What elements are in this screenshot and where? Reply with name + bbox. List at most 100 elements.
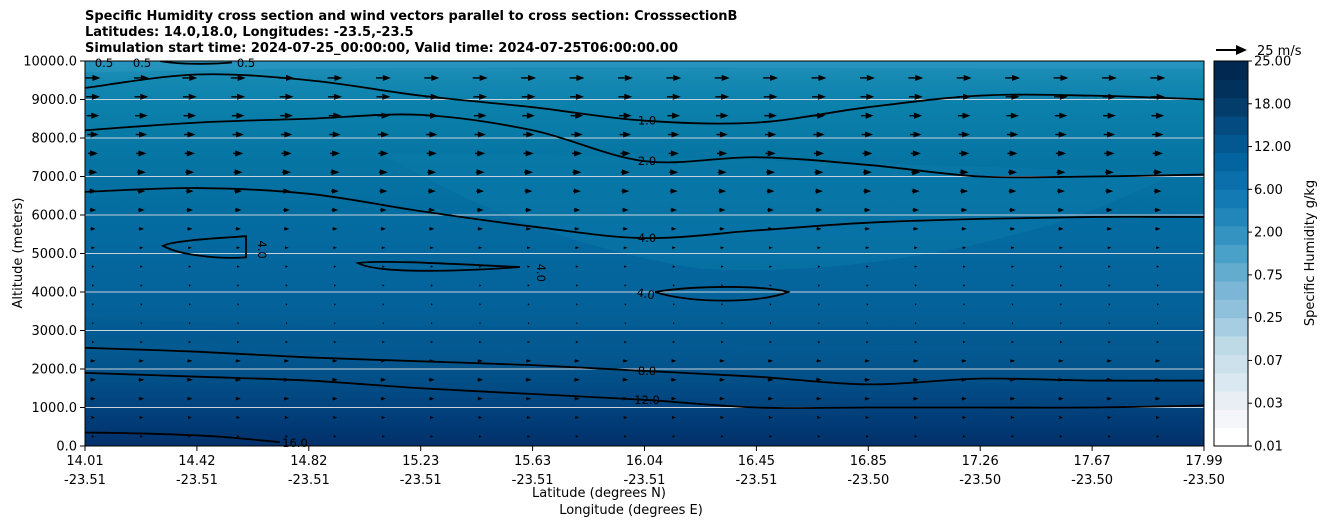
wind-vector xyxy=(332,227,338,231)
wind-vector xyxy=(285,265,289,268)
x-tick-label-longitude: -23.51 xyxy=(64,473,106,488)
wind-vector xyxy=(527,265,531,268)
wind-vector xyxy=(91,416,96,419)
wind-vector-head xyxy=(430,284,433,287)
wind-vector-head xyxy=(575,93,584,100)
wind-vector-head xyxy=(672,284,675,287)
wind-vector xyxy=(571,131,583,138)
reference-vector-label: 25 m/s xyxy=(1257,44,1302,59)
wind-vector-head xyxy=(672,265,676,268)
wind-vector xyxy=(1011,340,1014,344)
wind-vector xyxy=(619,112,632,119)
wind-vector xyxy=(474,131,486,138)
wind-vector xyxy=(815,188,823,194)
wind-vector-head xyxy=(672,93,681,100)
wind-vector-head xyxy=(381,396,387,401)
wind-vector xyxy=(959,169,969,176)
wind-vector-head xyxy=(1057,169,1066,176)
wind-vector xyxy=(575,246,580,250)
wind-vector-head xyxy=(576,303,578,306)
wind-vector-head xyxy=(1058,227,1064,231)
wind-vector xyxy=(285,340,288,344)
wind-vector xyxy=(1108,284,1111,287)
wind-vector xyxy=(571,150,583,157)
contour-label: 2.0 xyxy=(638,154,656,168)
contour-line-2.0 xyxy=(85,113,1204,179)
wind-vector-head xyxy=(283,169,292,176)
wind-vector xyxy=(1156,246,1160,250)
wind-vector-head xyxy=(380,188,388,194)
wind-vector xyxy=(666,93,681,100)
wind-vector xyxy=(139,246,144,250)
wind-vector-head xyxy=(1059,265,1063,268)
wind-vector-head xyxy=(237,321,239,325)
wind-vector-head xyxy=(91,112,100,119)
wind-vector-head xyxy=(671,207,678,213)
x-tick-label-longitude: -23.51 xyxy=(400,473,442,488)
wind-vector-head xyxy=(1108,303,1111,306)
wind-vector-head xyxy=(333,416,338,419)
wind-vector-head xyxy=(1058,377,1064,382)
wind-vector-head xyxy=(187,227,193,231)
wind-vector xyxy=(863,188,872,194)
wind-vector-head xyxy=(576,74,585,81)
wind-vector xyxy=(912,377,919,382)
wind-vector xyxy=(1153,169,1163,176)
wind-vector-head xyxy=(962,396,967,401)
wind-vector-head xyxy=(623,131,632,138)
x-tick-label-latitude: 16.85 xyxy=(850,454,887,469)
wind-vector xyxy=(959,150,970,157)
wind-vector-head xyxy=(574,131,583,138)
wind-vector xyxy=(622,227,629,231)
wind-vector xyxy=(812,93,826,100)
wind-vector-head xyxy=(1157,321,1159,325)
wind-vector xyxy=(718,207,726,213)
wind-vector-head xyxy=(1155,207,1162,213)
wind-vector xyxy=(381,246,386,250)
y-tick-label: 4000.0 xyxy=(32,286,78,301)
wind-vector-head xyxy=(187,359,193,363)
wind-vector-head xyxy=(673,74,682,81)
wind-vector-head xyxy=(622,150,631,157)
wind-vector-head xyxy=(1157,74,1166,81)
wind-vector xyxy=(140,340,143,344)
wind-vector xyxy=(672,416,676,419)
x-tick-label-latitude: 14.01 xyxy=(66,454,103,469)
wind-vector xyxy=(1106,227,1113,231)
colorbar-band xyxy=(1214,372,1248,392)
wind-vector xyxy=(865,416,870,419)
wind-vector-head xyxy=(285,303,288,306)
wind-vector xyxy=(717,169,727,176)
wind-vector xyxy=(185,169,195,176)
wind-vector xyxy=(334,303,336,306)
wind-vector-head xyxy=(574,150,583,157)
wind-vector xyxy=(860,93,875,100)
wind-vector xyxy=(527,303,530,306)
wind-vector-head xyxy=(140,321,143,325)
wind-vector-head xyxy=(768,396,774,401)
wind-vector-head xyxy=(769,303,772,306)
wind-vector xyxy=(331,188,339,194)
wind-vector-head xyxy=(1059,93,1068,100)
wind-vector-head xyxy=(914,416,918,419)
wind-vector-head xyxy=(382,93,391,100)
wind-vector xyxy=(866,265,869,268)
wind-vector-head xyxy=(1059,435,1063,438)
wind-vector xyxy=(524,188,533,194)
wind-vector-head xyxy=(624,284,627,287)
wind-vector-head xyxy=(864,207,871,213)
wind-vector xyxy=(624,265,627,268)
colorbar-tick-label: 25.00 xyxy=(1254,55,1291,70)
wind-vector xyxy=(528,321,530,325)
wind-vector xyxy=(140,303,143,306)
wind-vector xyxy=(332,377,338,382)
wind-vector-head xyxy=(576,284,579,287)
wind-vector-head xyxy=(380,207,387,213)
wind-vector xyxy=(427,188,436,194)
wind-vector xyxy=(914,265,918,268)
wind-vector-head xyxy=(1107,377,1113,382)
wind-vector-head xyxy=(525,169,534,176)
wind-vector-head xyxy=(721,340,724,344)
wind-vector xyxy=(1057,207,1065,213)
